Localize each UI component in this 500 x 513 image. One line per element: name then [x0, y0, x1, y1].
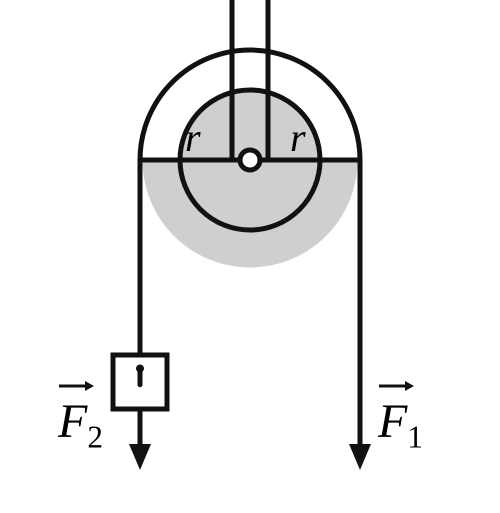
- label-f2: F2: [58, 398, 103, 453]
- vector-arrow-f1: [378, 378, 414, 394]
- label-f1-sub: 1: [407, 420, 423, 455]
- vector-arrow-f2: [58, 378, 94, 394]
- label-r-left: r: [185, 118, 201, 158]
- pulley-diagram: r r F2 F1: [0, 0, 500, 513]
- label-f2-letter: F: [58, 395, 87, 448]
- label-r-right: r: [290, 118, 306, 158]
- label-f1: F1: [378, 398, 423, 453]
- label-f2-sub: 2: [87, 420, 103, 455]
- label-f1-letter: F: [378, 395, 407, 448]
